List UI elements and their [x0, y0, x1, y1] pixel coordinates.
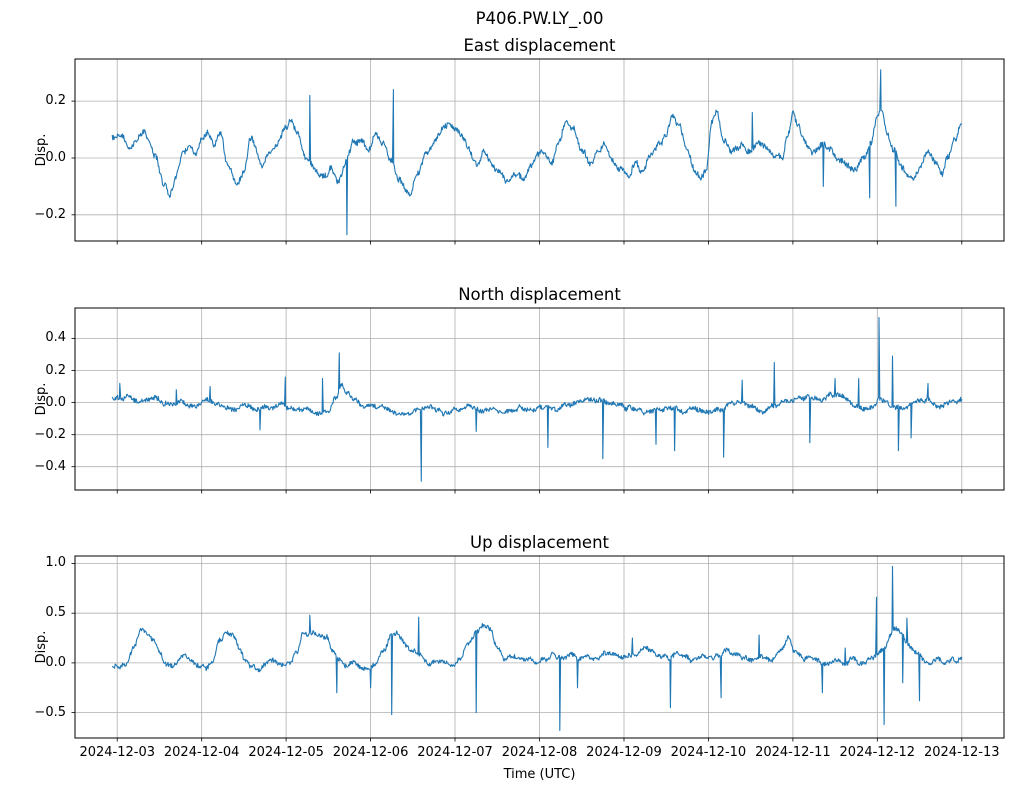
y-tick-label: 0.0 [45, 654, 66, 670]
x-axis-label: Time (UTC) [503, 767, 576, 782]
x-tick-label: 2024-12-12 [839, 745, 916, 760]
y-tick-label: 0.4 [45, 330, 66, 346]
x-tick-label: 2024-12-07 [417, 745, 493, 760]
subplot-up-title: Up displacement [470, 533, 609, 552]
y-tick-label: −0.2 [34, 426, 66, 442]
y-tick-label: 0.5 [45, 605, 66, 621]
x-tick-label: 2024-12-06 [332, 745, 409, 760]
north_disp-line [111, 317, 963, 482]
axes-frame [74, 307, 1005, 491]
subplot-up-plot-area [71, 555, 1005, 742]
y-tick-label: 0.0 [45, 394, 66, 410]
x-tick-label: 2024-12-13 [923, 745, 1000, 760]
x-tick-label: 2024-12-08 [501, 745, 578, 760]
y-tick-label: −0.5 [34, 704, 66, 720]
up_disp-line [111, 565, 963, 732]
subplot-east-title: East displacement [463, 36, 616, 55]
x-tick-label: 2024-12-10 [670, 745, 747, 760]
y-tick-label: −0.2 [34, 206, 66, 222]
y-tick-label: −0.4 [34, 458, 66, 474]
x-tick-label: 2024-12-04 [163, 745, 240, 760]
y-tick-label: 1.0 [45, 555, 66, 571]
subplot-east-plot-area [71, 58, 1005, 245]
y-tick-label: 0.2 [45, 362, 66, 378]
x-tick-label: 2024-12-09 [586, 745, 662, 760]
x-tick-label: 2024-12-03 [79, 745, 155, 760]
x-tick-label: 2024-12-11 [755, 745, 831, 760]
east_disp-line [111, 69, 963, 236]
subplot-north-title: North displacement [458, 285, 621, 304]
figure-suptitle: P406.PW.LY_.00 [475, 9, 604, 28]
y-tick-label: 0.0 [45, 149, 66, 165]
axes-frame [74, 58, 1005, 242]
x-tick-label: 2024-12-05 [248, 745, 324, 760]
subplot-north-plot-area [71, 307, 1005, 494]
y-tick-label: 0.2 [45, 93, 66, 109]
axes-frame [74, 555, 1005, 739]
